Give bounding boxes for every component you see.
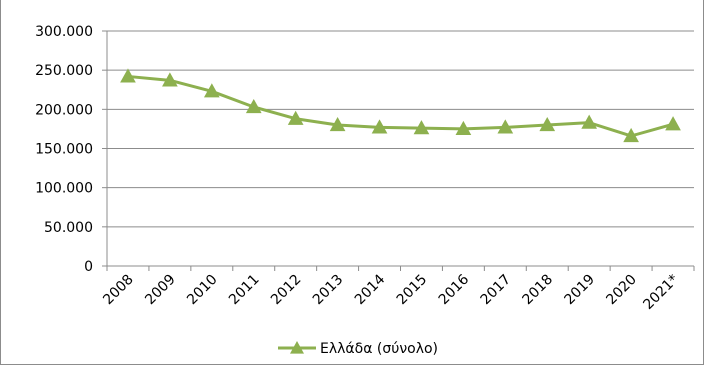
x-tick-label: 2017 bbox=[478, 272, 515, 309]
x-tick-label: 2018 bbox=[520, 272, 557, 309]
series-layer bbox=[120, 68, 681, 143]
y-tick-label: 150.000 bbox=[35, 142, 93, 158]
x-tick-label: 2019 bbox=[561, 272, 598, 309]
legend: Ελλάδα (σύνολο) bbox=[278, 341, 438, 357]
data-point-marker bbox=[287, 110, 304, 125]
data-point-marker bbox=[497, 119, 514, 134]
data-point-marker bbox=[371, 119, 388, 134]
x-tick-label: 2015 bbox=[394, 272, 431, 309]
y-tick-label: 250.000 bbox=[35, 63, 93, 79]
data-point-marker bbox=[665, 116, 681, 131]
y-axis-tick-labels: 0 50.000 100.000 150.000 200.000 250.000 300.0… bbox=[35, 24, 93, 275]
x-tick-label: 2011 bbox=[226, 272, 263, 309]
x-tick-label: 2012 bbox=[268, 272, 305, 309]
data-point-marker bbox=[203, 83, 220, 98]
data-point-marker bbox=[245, 98, 262, 114]
y-tick-label: 200.000 bbox=[35, 102, 93, 118]
y-tick-label: 50.000 bbox=[44, 220, 93, 236]
data-point-marker bbox=[539, 116, 556, 132]
data-point-marker bbox=[581, 114, 598, 129]
data-point-marker bbox=[455, 120, 472, 136]
x-axis-tick-labels: 2008 2009 2010 2011 2012 2013 2014 2015 2016 2017… bbox=[100, 271, 682, 313]
gridlines bbox=[102, 30, 694, 267]
legend-series-label: Ελλάδα (σύνολο) bbox=[320, 341, 438, 357]
x-tick-label: 2010 bbox=[184, 272, 221, 309]
series-line bbox=[127, 74, 674, 138]
data-point-marker bbox=[162, 72, 178, 87]
y-tick-label: 300.000 bbox=[35, 24, 93, 40]
x-tick-label: 2009 bbox=[142, 272, 179, 309]
x-tick-label: 2013 bbox=[310, 272, 347, 309]
x-tick-label: 2021* bbox=[640, 272, 681, 313]
x-tick-label: 2016 bbox=[436, 271, 473, 308]
legend-triangle-marker bbox=[290, 341, 304, 354]
y-tick-label: 100.000 bbox=[35, 181, 93, 197]
data-point-marker bbox=[623, 127, 639, 143]
x-tick-label: 2020 bbox=[603, 272, 640, 309]
x-tick-label: 2014 bbox=[352, 271, 389, 308]
x-tick-label: 2008 bbox=[100, 272, 137, 309]
data-point-marker bbox=[120, 68, 136, 83]
data-point-marker bbox=[329, 116, 346, 132]
data-point-marker bbox=[413, 120, 430, 135]
axes bbox=[106, 31, 695, 271]
y-tick-label: 0 bbox=[84, 259, 93, 275]
